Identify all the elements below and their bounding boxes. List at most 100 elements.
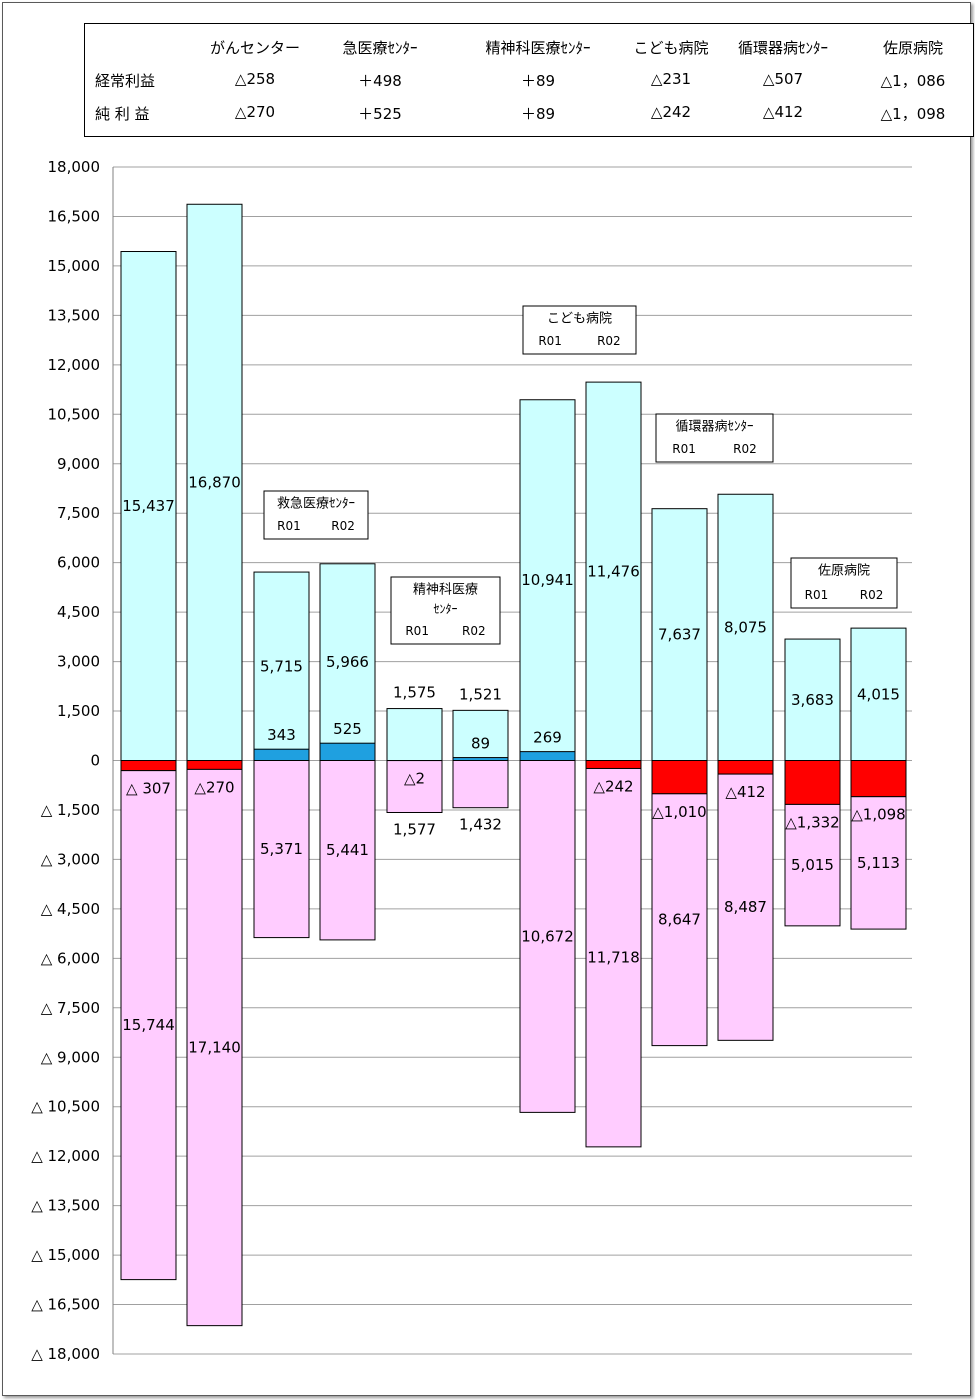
y-tick-label: △ 9,000: [41, 1048, 100, 1066]
expense-label: 10,672: [521, 927, 574, 945]
revenue-bar: [585, 381, 642, 761]
y-tick-label: 12,000: [48, 356, 101, 374]
expense-label: 8,487: [724, 898, 767, 916]
revenue-label: 16,870: [188, 473, 241, 491]
net-profit-label: 525: [333, 720, 362, 738]
y-tick-label: 0: [90, 752, 100, 770]
expense-label: 5,113: [857, 854, 900, 872]
summary-row-label: 純 利 益: [95, 105, 150, 123]
group-label-name: 循環器病ｾﾝﾀｰ: [675, 420, 753, 435]
y-tick-label: △ 6,000: [41, 949, 100, 967]
group-label-year: R01: [538, 334, 562, 348]
expense-bar: [850, 796, 907, 930]
revenue-bar: [784, 638, 841, 761]
summary-table: がんセンター 急医療ｾﾝﾀｰ 精神科医療ｾﾝﾀｰ こども病院 循環器病ｾﾝﾀｰ 佐原病院経…: [84, 23, 974, 137]
summary-value: △507: [762, 70, 804, 88]
y-tick-label: △ 1,500: [41, 801, 100, 819]
revenue-label: 4,015: [857, 685, 900, 703]
summary-header: 循環器病ｾﾝﾀｰ: [737, 39, 829, 57]
net-loss-label: △1,010: [652, 803, 706, 821]
revenue-bar: [850, 627, 907, 761]
revenue-label: 8,075: [724, 618, 767, 636]
summary-row-label: 経常利益: [95, 72, 156, 90]
revenue-label: 11,476: [587, 562, 640, 580]
group-label-name: ｾﾝﾀｰ: [433, 602, 457, 616]
profit-segment: [319, 742, 376, 761]
y-tick-label: 7,500: [57, 504, 100, 522]
revenue-label: 1,575: [393, 684, 436, 702]
y-tick-label: △ 7,500: [41, 999, 100, 1017]
expense-bar: [452, 760, 509, 809]
group-label-box: [790, 557, 898, 609]
revenue-bar: [120, 251, 177, 761]
revenue-bar: [651, 508, 708, 761]
summary-value: ＋89: [520, 72, 556, 90]
net-profit-label: 89: [471, 735, 490, 753]
summary-value: ＋89: [520, 105, 556, 123]
expense-label: 15,744: [122, 1016, 175, 1034]
expense-bar: [519, 760, 576, 1113]
group-label-year: R01: [805, 588, 829, 602]
net-loss-label: △ 307: [126, 780, 171, 798]
y-tick-label: 15,000: [48, 257, 101, 275]
loss-segment: [717, 760, 774, 775]
group-label-box: [263, 490, 369, 540]
expense-bar: [784, 803, 841, 927]
y-tick-label: 10,500: [48, 405, 101, 423]
net-loss-label: △270: [194, 778, 234, 796]
expense-label: 1,577: [393, 820, 436, 838]
expense-bar: [253, 760, 310, 939]
group-label-box: [390, 576, 501, 645]
group-label-name: 佐原病院: [818, 564, 870, 579]
summary-header: 精神科医療ｾﾝﾀｰ: [485, 39, 591, 57]
group-label-year: R02: [860, 588, 884, 602]
loss-segment: [651, 760, 708, 795]
y-tick-label: 1,500: [57, 702, 100, 720]
summary-header: 佐原病院: [882, 39, 944, 57]
y-tick-label: △ 13,500: [31, 1197, 100, 1215]
group-label-name: 精神科医療: [413, 583, 478, 598]
y-tick-label: 4,500: [57, 603, 100, 621]
revenue-bar: [319, 563, 376, 761]
summary-value: △258: [234, 70, 276, 88]
loss-segment: [186, 760, 243, 770]
y-tick-label: 6,000: [57, 554, 100, 572]
loss-segment: [585, 760, 642, 769]
expense-bar: [319, 760, 376, 941]
group-label-year: R01: [672, 442, 696, 456]
y-tick-label: △ 16,500: [31, 1296, 100, 1314]
loss-segment: [120, 760, 177, 772]
net-profit-label: 269: [533, 729, 562, 747]
expense-bar: [120, 770, 177, 1281]
summary-value: △270: [234, 103, 276, 121]
summary-value: ＋525: [358, 105, 402, 123]
expense-label: 17,140: [188, 1039, 241, 1057]
y-tick-label: △ 12,000: [31, 1147, 100, 1165]
net-loss-label: △1,098: [851, 806, 905, 824]
y-tick-label: 9,000: [57, 455, 100, 473]
net-profit-label: 343: [267, 726, 296, 744]
expense-label: 5,015: [791, 856, 834, 874]
revenue-label: 3,683: [791, 691, 834, 709]
group-label-box: [655, 413, 774, 463]
revenue-bar: [186, 203, 243, 761]
net-loss-label: △242: [593, 777, 633, 795]
y-tick-label: △ 3,000: [41, 850, 100, 868]
expense-label: 11,718: [587, 949, 640, 967]
y-tick-label: 16,500: [48, 207, 101, 225]
summary-value: △1，086: [880, 72, 946, 90]
revenue-label: 7,637: [658, 626, 701, 644]
summary-header: 急医療ｾﾝﾀｰ: [342, 39, 418, 57]
summary-value: △231: [650, 70, 692, 88]
group-label-name: こども病院: [547, 312, 612, 327]
expense-bar: [386, 760, 443, 813]
expense-label: 1,432: [459, 816, 502, 834]
y-tick-label: 18,000: [48, 158, 101, 176]
group-label-year: R01: [277, 519, 301, 533]
group-label-year: R02: [733, 442, 757, 456]
revenue-label: 15,437: [122, 497, 175, 515]
profit-segment: [519, 751, 576, 762]
summary-value: △242: [650, 103, 692, 121]
